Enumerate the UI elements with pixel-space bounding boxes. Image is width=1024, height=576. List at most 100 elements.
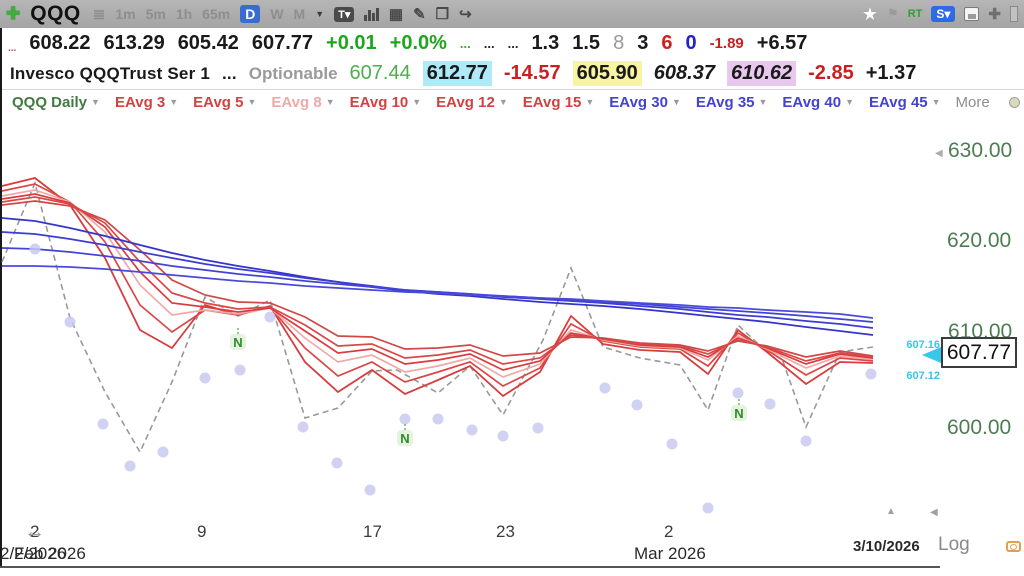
indicator-eavg-35[interactable]: EAvg 35 ▼ bbox=[695, 93, 768, 111]
signal-dot bbox=[865, 368, 877, 380]
quote-value-0: ... bbox=[8, 43, 17, 54]
flag-icon[interactable]: ⚑ bbox=[887, 6, 899, 21]
signal-dot bbox=[702, 502, 714, 514]
signal-dot bbox=[599, 382, 611, 394]
symbol-label[interactable]: QQQ bbox=[30, 2, 81, 25]
globe-icon[interactable] bbox=[1009, 97, 1020, 108]
timeframe-d[interactable]: D bbox=[240, 5, 261, 23]
timeframe-65m[interactable]: 65m bbox=[202, 6, 231, 22]
indicator-eavg-10[interactable]: EAvg 10 ▼ bbox=[349, 93, 422, 111]
detail-value-1: ... bbox=[221, 63, 237, 83]
signal-dot bbox=[29, 243, 41, 255]
signal-dot bbox=[124, 460, 136, 472]
detail-value-8: 610.62 bbox=[726, 61, 797, 86]
volume-bars-icon[interactable] bbox=[364, 7, 379, 21]
signal-dot bbox=[466, 424, 478, 436]
axis-marker-arrow-icon: ◀ bbox=[935, 148, 943, 159]
timeframe-5m[interactable]: 5m bbox=[145, 6, 166, 22]
log-scale-toggle[interactable]: Log bbox=[938, 534, 970, 555]
quote-value-8: ... bbox=[483, 35, 495, 51]
signal-dot bbox=[800, 435, 812, 447]
main-toolbar: ✚ QQQ ≣ 1m 5m 1h 65m D W M ▼ T▾ ▦ ✎ ❐ ↪ ★ ⚑ RT… bbox=[0, 0, 1024, 28]
signal-dot bbox=[64, 316, 76, 328]
scroll-up-icon[interactable]: ▲ bbox=[886, 506, 896, 517]
timeframe-dropdown-icon[interactable]: ▼ bbox=[315, 9, 325, 19]
quote-value-12: 8 bbox=[613, 31, 625, 54]
watchlist-icon[interactable]: ≣ bbox=[92, 6, 106, 23]
pencil-icon[interactable]: ✎ bbox=[413, 6, 426, 23]
x-axis-month-right: Mar 2026 bbox=[634, 544, 706, 563]
signal-dot bbox=[364, 484, 376, 496]
signal-dot bbox=[631, 399, 643, 411]
detail-value-9: -2.85 bbox=[808, 62, 854, 84]
quote-value-2: 613.29 bbox=[103, 31, 165, 54]
svg-text:N: N bbox=[400, 431, 409, 446]
timeframe-m[interactable]: M bbox=[293, 6, 306, 22]
signal-dot bbox=[97, 418, 109, 430]
timeframe-1m[interactable]: 1m bbox=[115, 6, 136, 22]
quote-value-5: +0.01 bbox=[326, 31, 377, 54]
window-edge-icon bbox=[1010, 6, 1018, 22]
scroll-left-icon[interactable]: ◀ bbox=[930, 507, 938, 518]
series-eavg-10 bbox=[1, 193, 874, 371]
indicator-eavg-8[interactable]: EAvg 8 ▼ bbox=[271, 93, 335, 111]
indicator-eavg-15[interactable]: EAvg 15 ▼ bbox=[522, 93, 595, 111]
x-tick: 17 bbox=[363, 522, 382, 541]
chevron-down-icon: ▼ bbox=[247, 96, 257, 107]
quote-value-9: ... bbox=[507, 35, 519, 51]
quote-value-17: +6.57 bbox=[756, 31, 808, 54]
detail-value-2: Optionable bbox=[248, 63, 338, 83]
signal-dot bbox=[764, 398, 776, 410]
unlock-icon[interactable] bbox=[1006, 541, 1021, 552]
pan-horizontal-icon[interactable]: ↔ bbox=[24, 520, 45, 543]
grid-add-icon[interactable]: ▦ bbox=[388, 6, 404, 23]
move-icon[interactable]: ✚ bbox=[988, 6, 1001, 23]
indicator-legend-row: QQQ Daily ▼ EAvg 3 ▼ EAvg 5 ▼ EAvg 8 ▼ EAvg 10 ▼ E… bbox=[2, 90, 1024, 114]
signal-dot bbox=[732, 387, 744, 399]
indicator-eavg-12[interactable]: EAvg 12 ▼ bbox=[436, 93, 508, 111]
add-symbol-icon[interactable]: ✚ bbox=[6, 4, 21, 23]
indicator-eavg-40[interactable]: EAvg 40 ▼ bbox=[782, 93, 854, 111]
timeframe-w[interactable]: W bbox=[270, 6, 284, 22]
text-tool-icon[interactable]: T▾ bbox=[334, 6, 355, 22]
news-marker[interactable]: N bbox=[397, 424, 413, 446]
star-icon[interactable]: ★ bbox=[861, 3, 879, 24]
indicator-eavg-30[interactable]: EAvg 30 ▼ bbox=[609, 93, 681, 111]
timeframe-1h[interactable]: 1h bbox=[175, 6, 193, 22]
quote-value-7: ... bbox=[459, 35, 471, 51]
quote-value-13: 3 bbox=[637, 31, 649, 54]
indicator-more[interactable]: More bbox=[955, 93, 990, 111]
x-axis-month-left: Feb 2026 bbox=[14, 544, 86, 563]
signal-dot bbox=[497, 430, 509, 442]
quote-value-11: 1.5 bbox=[572, 31, 601, 54]
series-eavg-30 bbox=[1, 217, 874, 336]
quote-value-16: -1.89 bbox=[709, 34, 744, 52]
signal-dot bbox=[234, 364, 246, 376]
quote-summary-row: ... 608.22 613.29 605.42 607.77 +0.01 +0.0%...… bbox=[2, 28, 1024, 58]
series-eavg-12 bbox=[1, 196, 874, 365]
signal-dot bbox=[199, 372, 211, 384]
layouts-icon[interactable]: ❐ bbox=[435, 6, 450, 23]
share-icon[interactable]: ↪ bbox=[459, 6, 472, 23]
news-marker[interactable]: N bbox=[230, 328, 246, 350]
indicator-eavg-3[interactable]: EAvg 3 ▼ bbox=[114, 93, 179, 111]
news-marker[interactable]: N bbox=[731, 399, 747, 421]
indicator-eavg-5[interactable]: EAvg 5 ▼ bbox=[193, 93, 257, 111]
indicator-eavg-45[interactable]: EAvg 45 ▼ bbox=[868, 93, 941, 111]
save-icon[interactable] bbox=[964, 7, 980, 21]
detail-value-4: 612.77 bbox=[422, 61, 492, 86]
detail-value-3: 607.44 bbox=[349, 62, 411, 84]
price-arrow-icon bbox=[922, 347, 941, 363]
series-eavg-35 bbox=[1, 231, 874, 329]
y-axis-label: 600.00 bbox=[947, 416, 1012, 439]
indicator-qqq-daily[interactable]: QQQ Daily ▼ bbox=[12, 93, 100, 111]
last-price-callout[interactable]: 607.77 bbox=[941, 337, 1017, 368]
series-eavg-40 bbox=[1, 247, 874, 323]
series-eavg-45 bbox=[2, 265, 874, 319]
chevron-down-icon: ▼ bbox=[671, 96, 681, 107]
chevron-down-icon: ▼ bbox=[931, 96, 941, 107]
signal-dot bbox=[297, 421, 309, 433]
signal-dot bbox=[399, 413, 411, 425]
scale-menu-button[interactable]: S▾ bbox=[931, 6, 956, 22]
ema-value-tag-lower: 607.12 bbox=[906, 370, 940, 382]
